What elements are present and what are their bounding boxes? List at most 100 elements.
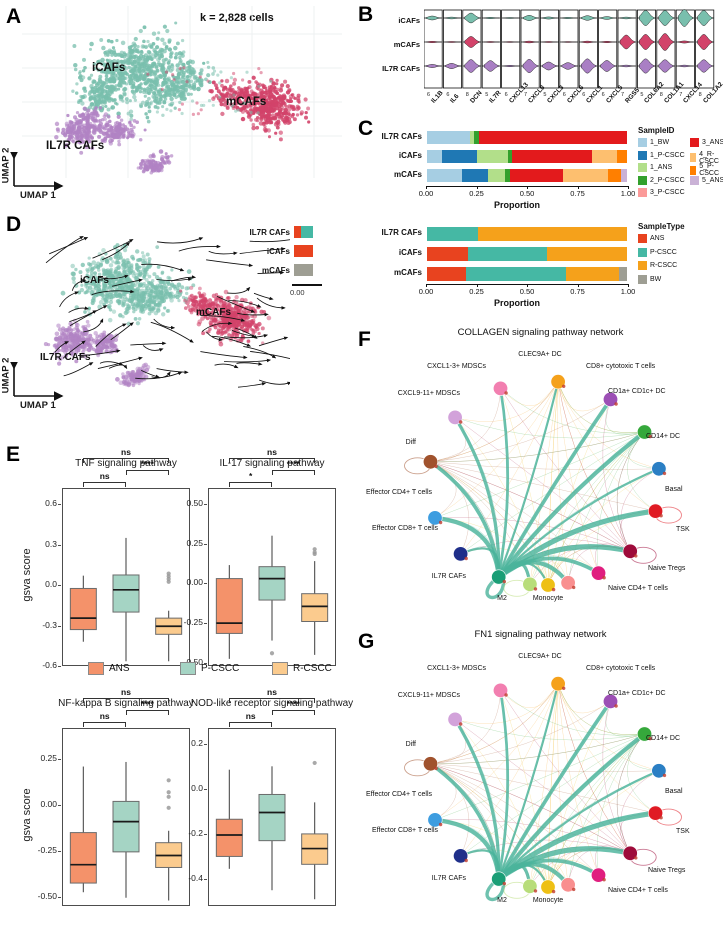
network-node-label[interactable]: IL7R CAFs xyxy=(431,875,466,882)
violin-axis-max: 8 xyxy=(465,92,469,98)
violin-axis-max: 6 xyxy=(446,92,450,98)
network-node-label[interactable]: Effector CD4+ T cells xyxy=(366,791,432,798)
panel-g-title: FN1 signaling pathway network xyxy=(474,629,607,640)
significance-bracket xyxy=(229,698,315,703)
violin-grid xyxy=(423,8,719,97)
significance-bracket xyxy=(83,458,169,463)
proportion-tick-mark xyxy=(527,284,528,287)
network-node-label[interactable]: CXCL1-3+ MDSCs xyxy=(427,665,486,672)
boxplot-y-tick: -0.25 xyxy=(37,844,57,855)
sampleid-x-label: Proportion xyxy=(494,200,540,210)
legend-item[interactable]: 3_P-CSCC xyxy=(638,188,685,198)
proportion-bar-row xyxy=(426,149,628,164)
legend-item[interactable]: ANS xyxy=(638,234,664,243)
velocity-legend-item[interactable]: mCAFs xyxy=(234,264,313,276)
sampletype-row-label-icafs: iCAFs xyxy=(398,248,422,257)
significance-bracket xyxy=(83,698,169,703)
legend-item[interactable]: 2_P-CSCC xyxy=(638,175,685,185)
network-node-label[interactable]: CD14+ DC xyxy=(646,433,681,440)
network-node-label[interactable]: Naive Tregs xyxy=(648,565,686,572)
network-node-label[interactable]: Diff xyxy=(405,439,416,446)
umap-a-axis-arrows xyxy=(9,152,64,191)
gsva-legend-item[interactable]: R-CSCC xyxy=(272,662,332,675)
significance-label: ns xyxy=(245,711,256,721)
cluster-label-il7r-cafs: IL7R CAFs xyxy=(46,140,105,152)
legend-item[interactable]: 1_ANS xyxy=(638,163,672,173)
legend-label: 4_R-CSCC xyxy=(699,150,719,165)
gsva-legend-item[interactable]: P-CSCC xyxy=(180,662,239,675)
velocity-legend-item[interactable]: IL7R CAFs xyxy=(234,226,313,238)
network-node-label[interactable]: M2 xyxy=(497,595,507,602)
network-node-label[interactable]: IL7R CAFs xyxy=(431,573,466,580)
legend-swatch xyxy=(638,234,647,243)
panel-g-letter: G xyxy=(358,630,375,653)
panel-g-network-holder xyxy=(358,625,723,927)
gsva-legend-item[interactable]: ANS xyxy=(88,662,130,675)
network-node-label[interactable]: CXCL9-11+ MDSCs xyxy=(397,390,460,397)
violin-axis-max: 7 xyxy=(679,92,683,98)
gsva-legend-label: P-CSCC xyxy=(201,663,240,674)
legend-label: 2_P-CSCC xyxy=(650,176,685,184)
network-node-label[interactable]: Naive CD4+ T cells xyxy=(608,585,668,592)
boxplot-y-tick: 0.25 xyxy=(186,537,203,548)
sampleid-legend-title: SampleID xyxy=(638,126,675,135)
network-node-label[interactable]: Naive Tregs xyxy=(648,867,686,874)
network-node-label[interactable]: CXCL9-11+ MDSCs xyxy=(397,692,460,699)
network-node-label[interactable]: Effector CD8+ T cells xyxy=(372,827,438,834)
proportion-bar-segment xyxy=(427,227,478,241)
network-node-label[interactable]: CD14+ DC xyxy=(646,735,681,742)
significance-label: * xyxy=(249,471,253,481)
legend-item[interactable]: R-CSCC xyxy=(638,261,677,270)
network-node-label[interactable]: Monocyte xyxy=(532,897,564,904)
network-node-label[interactable]: Effector CD4+ T cells xyxy=(366,489,432,496)
legend-item[interactable]: BW xyxy=(638,274,661,284)
network-node-label[interactable]: Basal xyxy=(665,486,683,493)
significance-bracket xyxy=(272,710,315,715)
legend-item[interactable]: P-CSCC xyxy=(638,247,677,257)
network-node-label[interactable]: M2 xyxy=(497,897,507,904)
network-node-label[interactable]: CLEC9A+ DC xyxy=(518,653,562,660)
proportion-bar-row xyxy=(426,226,628,242)
network-node-label[interactable]: Effector CD8+ T cells xyxy=(372,525,438,532)
legend-item[interactable]: 1_P-CSCC xyxy=(638,150,685,160)
network-node-label[interactable]: Monocyte xyxy=(532,595,564,602)
network-node-label[interactable]: CD8+ cytotoxic T cells xyxy=(586,363,656,370)
boxplot-title: TNF signaling pathway xyxy=(75,458,177,469)
proportion-bar-row xyxy=(426,266,628,282)
proportion-x-tick: 0.25 xyxy=(469,189,484,198)
proportion-bar-segment xyxy=(563,169,608,182)
network-node-label[interactable]: TSK xyxy=(676,526,690,533)
network-node-label[interactable]: Diff xyxy=(405,741,416,748)
legend-label: 1_BW xyxy=(650,139,670,146)
legend-item[interactable]: 4_R-CSCC xyxy=(690,151,723,165)
legend-item[interactable]: 3_ANS xyxy=(690,138,723,147)
panel-e-letter: E xyxy=(6,443,21,466)
network-node-label[interactable]: CD1a+ CD1c+ DC xyxy=(608,690,666,697)
gsva-legend-swatch xyxy=(180,662,196,675)
umap-d-ylabel: UMAP 2 xyxy=(0,357,12,394)
network-node-label[interactable]: CD8+ cytotoxic T cells xyxy=(586,665,656,672)
violin-axis-max: 7 xyxy=(621,92,625,98)
legend-item[interactable]: 5_ANS xyxy=(690,175,723,185)
sampletype-legend-title: SampleType xyxy=(638,222,685,231)
sampleid-row-label-il7r: IL7R CAFs xyxy=(381,132,422,141)
boxplot-y-tick: -0.50 xyxy=(170,657,203,667)
boxplot-svg xyxy=(69,537,183,662)
legend-item[interactable]: 5_P-CSCC xyxy=(690,163,723,177)
network-node-label[interactable]: CXCL1-3+ MDSCs xyxy=(427,363,486,370)
network-node-label[interactable]: TSK xyxy=(676,828,690,835)
boxplot-y-axis-label: gsva score xyxy=(21,788,33,842)
proportion-tick-mark xyxy=(628,186,629,189)
proportion-bar-segment xyxy=(442,150,477,163)
legend-item[interactable]: 1_BW xyxy=(638,138,669,147)
velocity-legend-swatch-left xyxy=(294,245,301,257)
legend-swatch xyxy=(690,138,699,147)
network-node-label[interactable]: CLEC9A+ DC xyxy=(518,351,562,358)
boxplot-title: NOD-like receptor signaling pathway xyxy=(190,698,354,709)
network-node-label[interactable]: Naive CD4+ T cells xyxy=(608,887,668,894)
network-node-label[interactable]: Basal xyxy=(665,788,683,795)
network-node-label[interactable]: CD1a+ CD1c+ DC xyxy=(608,388,666,395)
proportion-bar-row xyxy=(426,130,628,145)
violin-axis-max: 6 xyxy=(504,92,508,98)
velocity-legend-item[interactable]: iCAFs xyxy=(234,245,313,257)
